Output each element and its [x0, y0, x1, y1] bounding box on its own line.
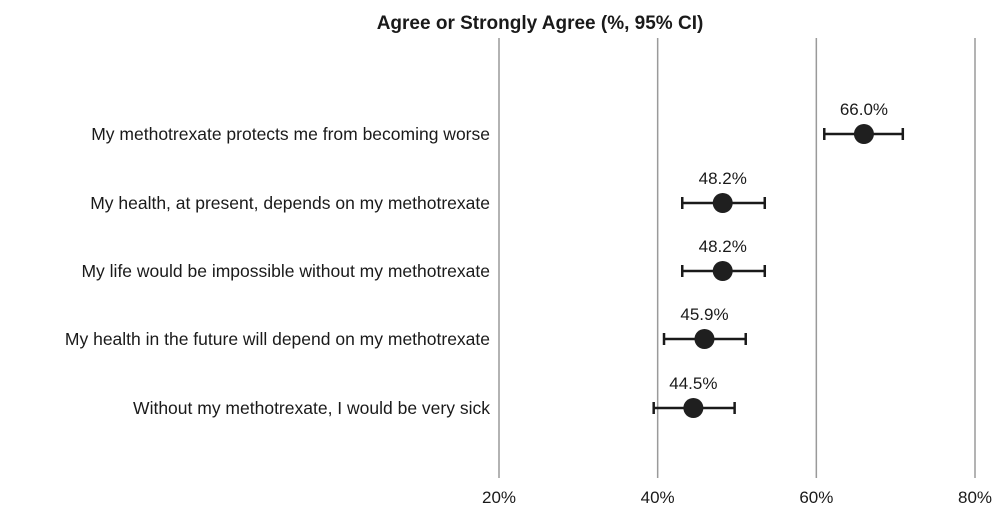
data-marks: 66.0% 48.2% 48.2% 45.9% 44.5%	[652, 100, 905, 418]
point-marker-3	[712, 261, 733, 281]
category-label-4: My health in the future will depend on m…	[65, 329, 490, 349]
category-labels: My methotrexate protects me from becomin…	[65, 124, 490, 418]
point-marker-4	[694, 329, 715, 349]
category-label-1: My methotrexate protects me from becomin…	[91, 124, 490, 144]
data-label-5: 44.5%	[669, 374, 717, 393]
data-point-5: 44.5%	[652, 374, 736, 418]
data-point-4: 45.9%	[662, 305, 747, 349]
data-label-1: 66.0%	[840, 100, 888, 119]
x-tick-label-40: 40%	[641, 488, 675, 505]
x-tick-label-20: 20%	[482, 488, 516, 505]
x-tick-label-80: 80%	[958, 488, 992, 505]
gridlines	[498, 38, 976, 478]
category-label-3: My life would be impossible without my m…	[81, 261, 490, 281]
point-marker-1	[853, 124, 874, 144]
data-point-1: 66.0%	[823, 100, 905, 144]
data-label-2: 48.2%	[699, 169, 747, 188]
chart-title: Agree or Strongly Agree (%, 95% CI)	[377, 13, 704, 34]
category-label-5: Without my methotrexate, I would be very…	[133, 398, 490, 418]
point-marker-5	[683, 398, 704, 418]
data-label-3: 48.2%	[699, 237, 747, 256]
point-marker-2	[712, 193, 733, 213]
data-label-4: 45.9%	[680, 305, 728, 324]
category-label-2: My health, at present, depends on my met…	[90, 193, 490, 213]
x-tick-label-60: 60%	[799, 488, 833, 505]
data-point-3: 48.2%	[681, 237, 767, 281]
x-axis-ticks: 20% 40% 60% 80%	[482, 488, 992, 505]
data-point-2: 48.2%	[681, 169, 767, 213]
